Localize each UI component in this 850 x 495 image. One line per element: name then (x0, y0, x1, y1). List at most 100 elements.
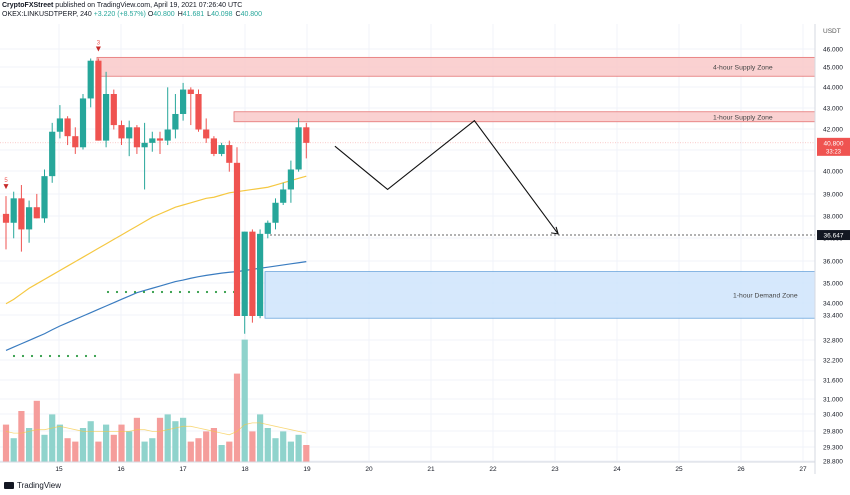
volume-bar (133, 417, 140, 462)
support-dot (214, 290, 218, 294)
candle-body (141, 142, 148, 148)
candle-body (203, 129, 210, 139)
support-dot (39, 354, 43, 358)
x-tick-label: 19 (303, 466, 311, 473)
supply-zone-4h-label: 4-hour Supply Zone (713, 64, 773, 71)
ohlc-h: H41.681 (178, 11, 204, 18)
y-tick-label: 35.000 (823, 281, 843, 288)
x-tick-label: 27 (799, 466, 807, 473)
x-tick-label: 16 (117, 466, 125, 473)
volume-bar (295, 434, 302, 462)
support-dot (124, 290, 128, 294)
volume-bar (226, 441, 233, 462)
volume-bar (87, 421, 94, 462)
candle-body (72, 136, 79, 148)
x-tick-label: 15 (55, 466, 63, 473)
candle-body (287, 169, 294, 190)
y-tick-label: 40.000 (823, 169, 843, 176)
x-tick-label: 18 (241, 466, 249, 473)
volume-bar (10, 438, 17, 462)
ohlc-key: L (207, 11, 212, 18)
candle-body (56, 118, 63, 132)
support-dot (142, 290, 146, 294)
ma-fast-line (5, 175, 307, 305)
tradingview-footer[interactable]: TradingView (4, 481, 61, 490)
candle-body (164, 129, 171, 141)
y-tick-label: 30.400 (823, 412, 843, 419)
candle-body (149, 138, 156, 143)
volume-bar (141, 441, 148, 462)
ohlc-c: C40.800 (236, 11, 262, 18)
support-dot (196, 290, 200, 294)
ohlc-o: O40.800 (148, 11, 175, 18)
volume-bar (33, 400, 40, 462)
ohlc-value: 40.800 (240, 11, 262, 18)
volume-bar (103, 424, 110, 462)
y-tick-label: 28.800 (823, 459, 843, 466)
x-tick-label: 26 (737, 466, 745, 473)
publisher-name[interactable]: CryptoFXStreet (2, 2, 54, 9)
volume-bar (26, 428, 33, 462)
signal-marker-label: 3 (97, 40, 101, 46)
support-dot (151, 290, 155, 294)
ohlc-key: H (177, 11, 183, 18)
candle-body (218, 145, 225, 154)
candle-body (64, 118, 71, 137)
candle-body (126, 127, 133, 139)
candle-body (180, 89, 187, 114)
y-tick-label: 38.000 (823, 214, 843, 221)
volume-bar (272, 438, 279, 462)
volume-bar (79, 428, 87, 462)
volume-bar (264, 428, 271, 462)
candle-body (110, 94, 117, 126)
candle-body (172, 113, 179, 130)
candle-body (226, 145, 233, 163)
candle-body (272, 202, 279, 223)
candle-body (295, 127, 302, 170)
volume-bar (2, 424, 10, 462)
y-tick-label: 45.000 (823, 65, 843, 72)
x-tick-label: 25 (675, 466, 683, 473)
tradingview-brand: TradingView (17, 481, 62, 490)
volume-bar (218, 445, 225, 462)
target-level-label: 36.647 (824, 233, 844, 240)
ma-slow-line (5, 261, 307, 351)
y-tick-label: 29.800 (823, 429, 843, 436)
ohlc-values: O40.800 H41.681 L40.098 C40.800 (148, 11, 265, 18)
candle-body (303, 127, 310, 143)
support-dot (75, 354, 79, 358)
target-level-tag (817, 230, 850, 241)
x-tick-label: 17 (179, 466, 187, 473)
volume-bar (233, 373, 241, 462)
publish-details: published on TradingView.com, April 19, … (55, 2, 243, 9)
supply-zone-1h-label: 1-hour Supply Zone (713, 114, 773, 121)
support-dot (12, 354, 16, 358)
y-tick-label: 32.200 (823, 358, 843, 365)
y-tick-label: 44.000 (823, 85, 843, 92)
volume-bar (172, 421, 179, 462)
ohlc-value: 40.098 (211, 11, 233, 18)
candle-body (233, 162, 241, 316)
candle-body (79, 98, 87, 148)
support-dot (93, 354, 97, 358)
ohlc-l: L40.098 (207, 11, 232, 18)
support-dot (115, 290, 119, 294)
forecast-path (334, 119, 559, 235)
symbol-name[interactable]: OKEX:LINKUSDTPERP, 240 (2, 11, 92, 18)
y-tick-label: 33.400 (823, 313, 843, 320)
support-dot (178, 290, 182, 294)
candle-body (10, 198, 17, 223)
y-tick-label: 32.800 (823, 338, 843, 345)
signal-arrow-icon (95, 46, 101, 52)
volume-bar (203, 431, 210, 462)
x-tick-label: 23 (551, 466, 559, 473)
volume-bar (195, 438, 202, 462)
last-price-label: 40.800 (824, 140, 844, 147)
signal-arrow-icon (3, 184, 9, 190)
demand-zone-1h (264, 271, 816, 319)
candle-body (156, 138, 164, 141)
supply-zone-4h (96, 56, 816, 77)
candle-body (95, 60, 102, 141)
